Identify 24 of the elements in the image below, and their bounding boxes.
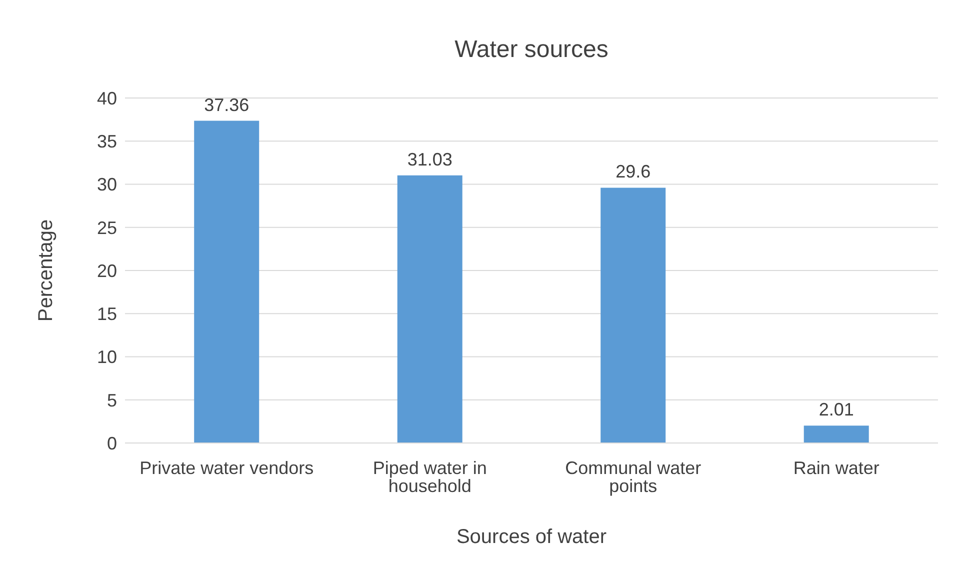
y-tick-label: 15 [96, 304, 117, 324]
y-tick-label: 35 [96, 132, 117, 152]
chart-title: Water sources [454, 36, 610, 64]
bar [397, 175, 462, 443]
data-label: 31.03 [407, 149, 452, 170]
x-tick-label: Rain water [793, 458, 880, 478]
x-axis-title: Sources of water [456, 526, 607, 548]
bar [194, 120, 260, 443]
x-tick-label: Private water vendors [140, 458, 314, 478]
y-tick-label: 5 [106, 390, 117, 410]
y-tick-label: 0 [106, 433, 117, 454]
data-label: 37.36 [204, 94, 250, 115]
y-axis-title: Percentage [35, 219, 58, 322]
x-tick-label: Piped water in household [372, 458, 487, 496]
y-tick-label: 30 [96, 174, 117, 195]
y-tick-label: 20 [96, 260, 117, 281]
y-tick-label: 25 [96, 218, 117, 238]
y-tick-label: 40 [96, 88, 117, 108]
bar [600, 188, 666, 443]
data-label: 29.6 [616, 162, 651, 182]
data-label: 2.01 [818, 400, 854, 420]
bar [804, 426, 869, 443]
y-tick-label: 10 [96, 347, 117, 368]
x-tick-label: Communal water points [565, 458, 702, 496]
